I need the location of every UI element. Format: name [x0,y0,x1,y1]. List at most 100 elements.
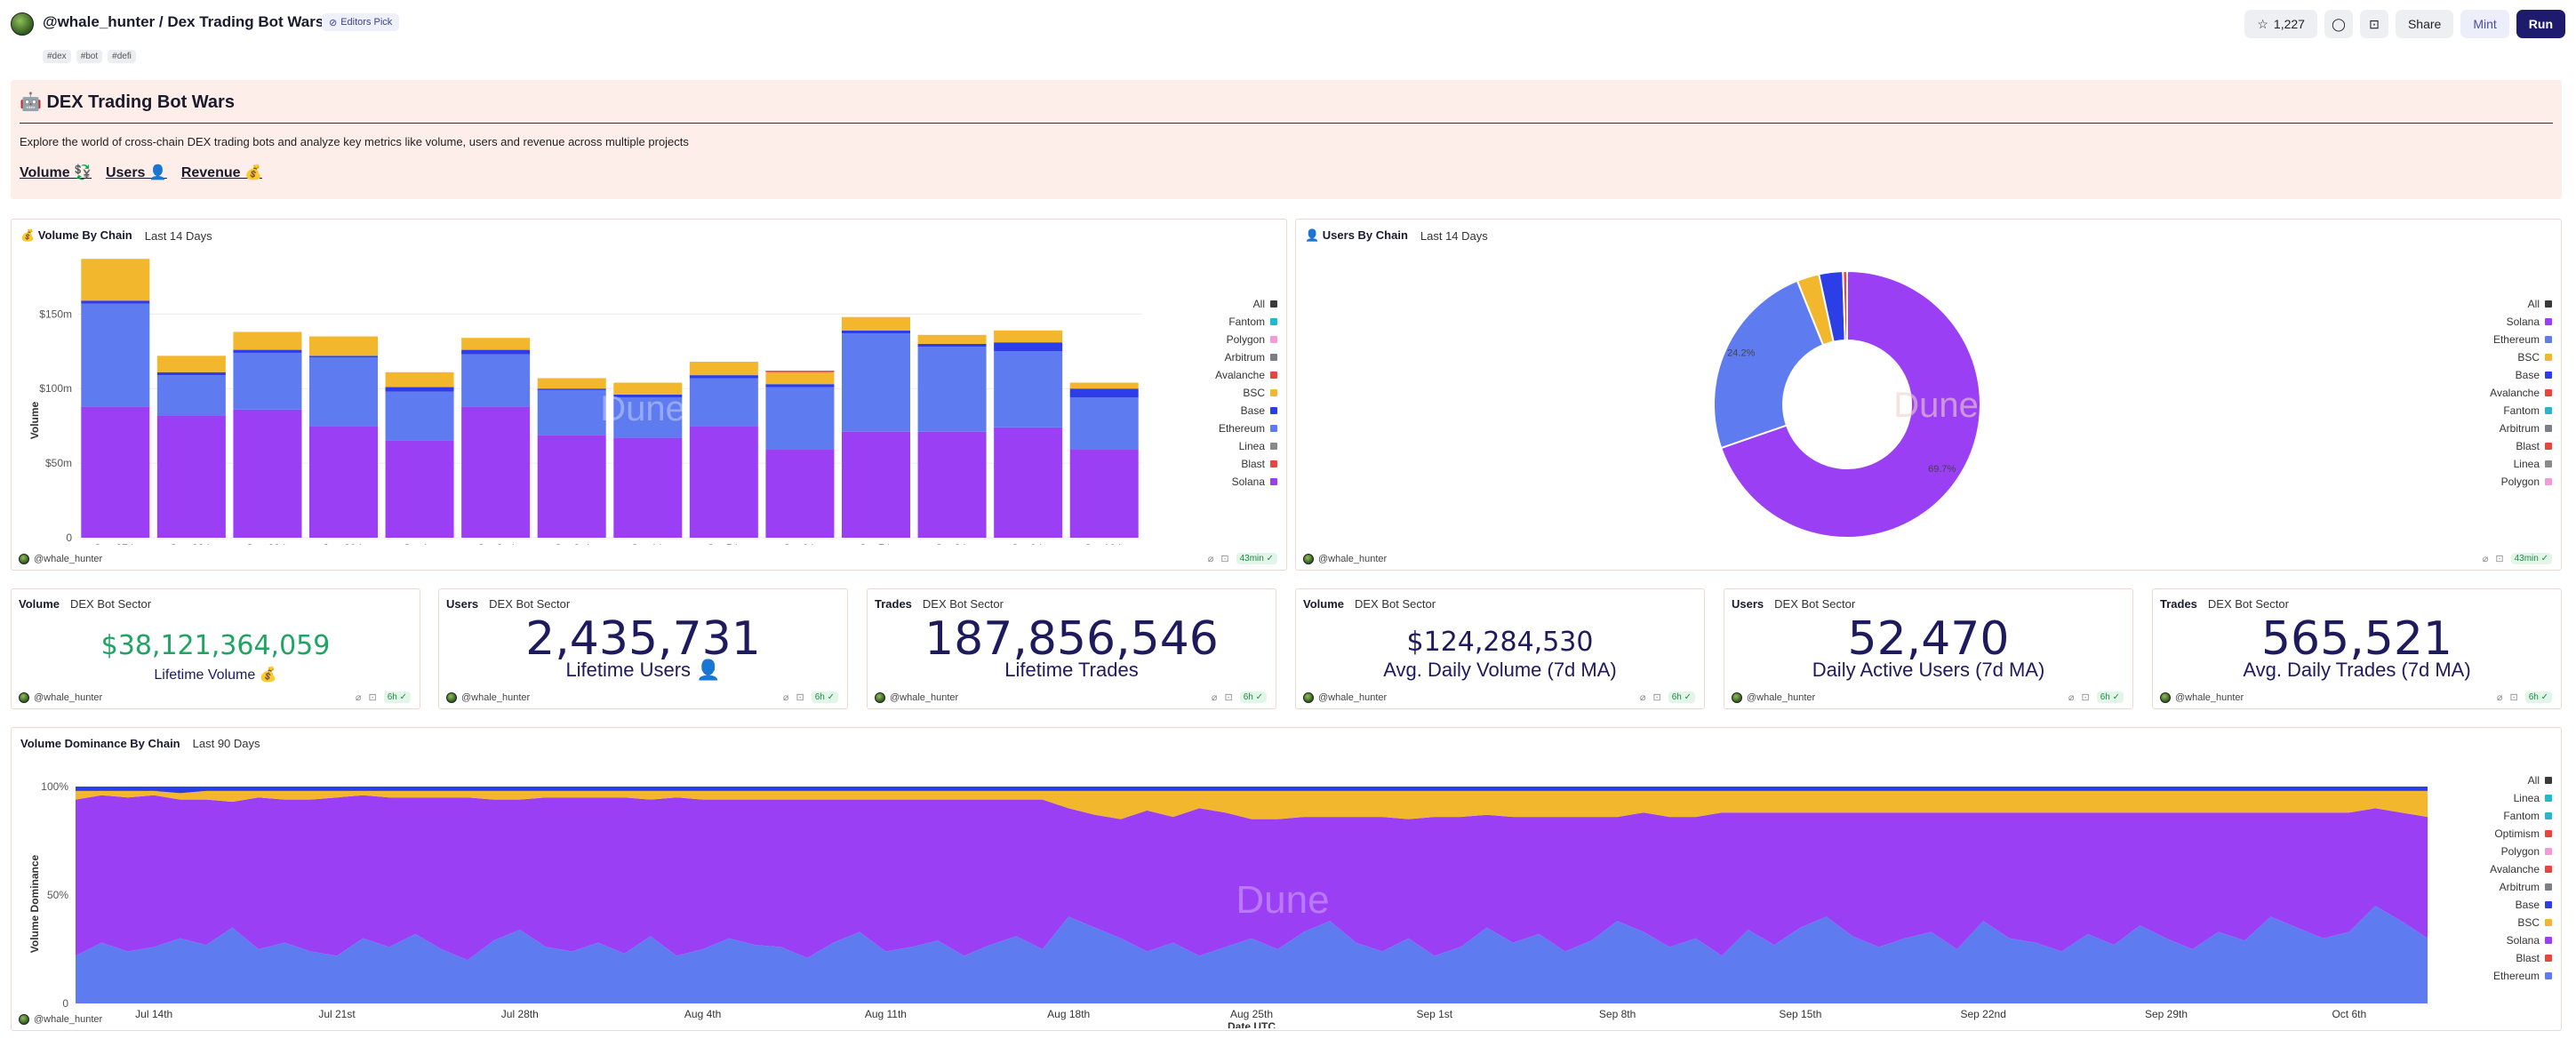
run-button[interactable]: Run [2516,10,2565,38]
link-icon[interactable]: ⌀ [1211,692,1218,703]
users-legend-item[interactable]: Polygon [2501,476,2552,488]
bar-segment-solana[interactable] [1069,450,1139,538]
bar-segment-base[interactable] [308,356,379,357]
users-legend-item[interactable]: Base [2516,369,2552,381]
bar-segment-base[interactable] [994,342,1063,352]
dashboard-title[interactable]: @whale_hunter / Dex Trading Bot Wars 🤖 [43,13,348,30]
tag-dex[interactable]: #dex [43,50,71,63]
counter-title-text[interactable]: Trades [2160,597,2197,611]
donut-slice-solana[interactable] [1719,269,1981,539]
dominance-legend-item[interactable]: Base [2516,899,2552,911]
volume-legend-item[interactable]: Arbitrum [1225,351,1277,364]
link-volume[interactable]: Volume 💱 [20,165,92,180]
author-name[interactable]: @whale_hunter [34,1014,103,1025]
panel-title-text[interactable]: 👤 Users By Chain [1305,228,1408,242]
bar-segment-base[interactable] [81,300,150,304]
area-series-base[interactable] [76,787,2428,794]
users-legend-item[interactable]: BSC [2517,351,2552,364]
author-name[interactable]: @whale_hunter [1747,692,1816,703]
camera-icon[interactable]: ⊡ [1220,554,1229,564]
bar-segment-base[interactable] [689,375,758,379]
users-legend-item[interactable]: Fantom [2503,404,2552,417]
bar-segment-ethereum[interactable] [689,378,758,427]
camera-icon[interactable]: ⊡ [368,692,377,703]
dominance-legend-item[interactable]: All [2528,774,2552,787]
bar-segment-ethereum[interactable] [233,352,302,410]
link-icon[interactable]: ⌀ [2068,692,2075,703]
volume-legend-item[interactable]: Base [1241,404,1277,417]
volume-legend-item[interactable]: Solana [1232,476,1277,488]
bar-segment-bsc[interactable] [917,334,987,344]
counter-title-text[interactable]: Users [446,597,479,611]
link-icon[interactable]: ⌀ [2496,692,2503,703]
dominance-legend-item[interactable]: Linea [2514,792,2552,804]
link-icon[interactable]: ⌀ [2482,554,2489,564]
author-avatar[interactable] [11,12,34,36]
bar-segment-base[interactable] [537,388,606,390]
bar-segment-solana[interactable] [613,437,683,538]
bar-segment-solana[interactable] [841,431,911,538]
bar-segment-ethereum[interactable] [841,333,911,432]
link-revenue[interactable]: Revenue 💰 [180,165,262,180]
bar-segment-bsc[interactable] [308,336,379,356]
donut-slice-ethereum[interactable] [1713,279,1825,450]
area-series-ethereum[interactable] [76,906,2428,1003]
bar-segment-bsc[interactable] [841,316,911,331]
bar-segment-base[interactable] [917,343,987,348]
dominance-legend-item[interactable]: Fantom [2503,810,2552,822]
bar-segment-solana[interactable] [385,440,454,538]
volume-legend-item[interactable]: Linea [1239,440,1277,452]
dominance-legend-item[interactable]: Ethereum [2493,970,2552,982]
author-name[interactable]: @whale_hunter [2175,692,2244,703]
tag-bot[interactable]: #bot [76,50,103,63]
bar-segment-base[interactable] [1069,388,1139,398]
volume-legend-item[interactable]: Fantom [1228,316,1277,328]
bar-segment-solana[interactable] [156,415,226,538]
bar-segment-base[interactable] [841,330,911,334]
bar-segment-solana[interactable] [461,406,531,538]
bar-segment-ethereum[interactable] [81,303,150,407]
bar-segment-ethereum[interactable] [385,391,454,441]
bar-segment-solana[interactable] [81,406,150,538]
camera-icon[interactable]: ⊡ [2081,692,2090,703]
volume-legend-item[interactable]: BSC [1243,387,1277,399]
bar-segment-solana[interactable] [537,435,606,538]
author-name[interactable]: @whale_hunter [34,554,103,564]
users-legend-item[interactable]: Solana [2507,316,2552,328]
tag-defi[interactable]: #defi [108,50,136,63]
star-button[interactable]: ☆ 1,227 [2244,10,2317,38]
dominance-legend-item[interactable]: Solana [2507,934,2552,947]
volume-legend-item[interactable]: Avalanche [1215,369,1277,381]
dominance-legend-item[interactable]: Blast [2516,952,2552,964]
users-legend-item[interactable]: Linea [2514,458,2552,470]
donut-slice-avalanche[interactable] [1842,269,1848,342]
link-icon[interactable]: ⌀ [782,692,789,703]
dominance-legend-item[interactable]: Avalanche [2490,863,2552,875]
volume-legend-item[interactable]: All [1253,298,1277,310]
bar-segment-bsc[interactable] [613,382,683,395]
bar-segment-solana[interactable] [994,427,1063,538]
bar-segment-base[interactable] [385,387,454,392]
users-legend-item[interactable]: Avalanche [2490,387,2552,399]
bar-segment-bsc[interactable] [765,372,835,385]
panel-title-text[interactable]: 💰 Volume By Chain [20,228,132,242]
bar-segment-bsc[interactable] [461,338,531,350]
link-icon[interactable]: ⌀ [1639,692,1646,703]
bar-segment-ethereum[interactable] [1069,397,1139,451]
bar-segment-ethereum[interactable] [917,347,987,432]
bar-segment-bsc[interactable] [994,330,1063,343]
bar-segment-blast[interactable] [765,371,835,372]
camera-icon[interactable]: ⊡ [1224,692,1233,703]
link-users[interactable]: Users 👤 [105,165,167,180]
users-legend-item[interactable]: All [2528,298,2552,310]
area-series-bsc[interactable] [76,790,2428,819]
dominance-legend-item[interactable]: Polygon [2501,845,2552,858]
bar-segment-ethereum[interactable] [308,356,379,427]
bar-segment-base[interactable] [461,349,531,355]
camera-icon[interactable]: ⊡ [2509,692,2518,703]
camera-icon[interactable]: ⊡ [1652,692,1661,703]
dominance-legend-item[interactable]: Optimism [2494,827,2552,840]
panel-title-text[interactable]: Volume Dominance By Chain [20,737,180,750]
volume-legend-item[interactable]: Polygon [1227,333,1277,346]
bar-segment-ethereum[interactable] [994,351,1063,428]
